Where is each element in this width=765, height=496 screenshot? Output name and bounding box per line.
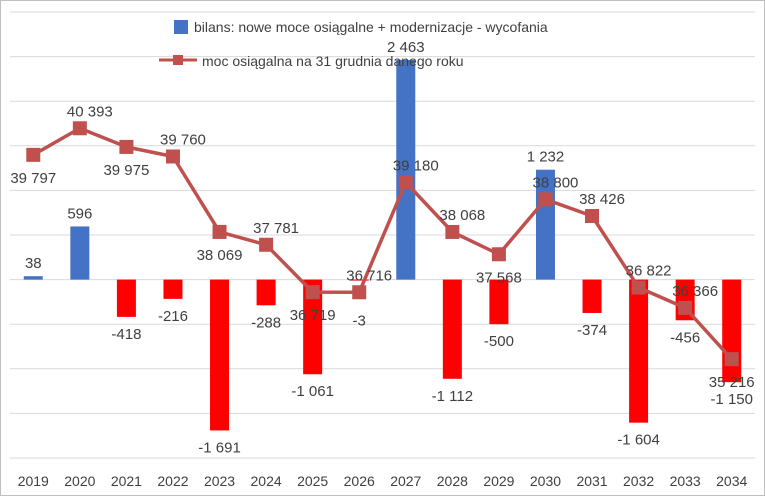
bar-data-label: -418 [111,326,141,343]
bar-data-label: -1 691 [198,439,241,456]
bar [582,279,602,313]
bar [489,279,509,325]
line-marker [678,300,693,315]
line-data-label: 38 426 [579,191,625,208]
line-marker [631,280,646,295]
line-marker [585,209,600,224]
line-marker [259,237,274,252]
bar [349,279,369,281]
x-tick-label: 2031 [576,473,607,489]
line-marker [26,147,41,162]
line-data-label: 38 068 [439,207,485,224]
bar [23,276,43,280]
x-tick-label: 2028 [437,473,468,489]
bar [722,279,742,383]
line-data-label: 36 366 [672,283,718,300]
line-data-label: 36 719 [290,307,336,324]
line-marker [491,247,506,262]
x-tick-label: 2019 [18,473,49,489]
x-tick-label: 2022 [157,473,188,489]
line-data-label: 35 216 [709,374,755,391]
line-data-label: 40 393 [67,103,113,120]
bar [303,279,323,375]
bar-data-label: 2 463 [387,39,425,56]
x-tick-label: 2026 [344,473,375,489]
x-tick-label: 2025 [297,473,328,489]
legend-line-marker [173,55,183,65]
bar [116,279,136,317]
line-data-label: 39 975 [103,162,149,179]
line-marker [212,224,227,239]
legend-bar-swatch [174,20,188,34]
x-tick-label: 2024 [251,473,282,489]
x-tick-label: 2034 [716,473,747,489]
bar-data-label: -3 [353,313,366,330]
line-marker [305,285,320,300]
bar-data-label: -1 112 [432,388,473,405]
line-marker [538,192,553,207]
line-data-label: 38 800 [533,174,579,191]
bar-data-label: -1 604 [617,432,660,449]
line-data-label: 39 797 [10,170,56,187]
line-data-labels: 39 797 40 393 39 975 39 760 38 069 37 781 36 7… [10,103,754,391]
bar-series [23,59,742,431]
x-tick-label: 2032 [623,473,654,489]
x-tick-label: 2033 [670,473,701,489]
bar [256,279,276,306]
bar-data-label: -216 [158,308,188,325]
bar [70,226,90,280]
line-data-label: 37 568 [476,269,522,286]
legend: bilans: nowe moce osiągalne + modernizac… [159,19,548,69]
x-tick-label: 2023 [204,473,235,489]
line-marker [165,149,180,164]
line-marker [724,352,739,367]
x-tick-label: 2020 [64,473,95,489]
x-axis-tick-labels: 2019 2020 2021 2022 2023 2024 2025 2026 2027 2028… [18,473,748,489]
line-marker [398,175,413,190]
legend-line-label: moc osiągalna na 31 grudnia danego roku [202,53,464,69]
line-data-label: 38 069 [197,247,243,264]
bar-data-label: -456 [670,329,700,346]
bar-data-label: -374 [577,322,607,339]
bar [396,59,416,280]
bar [442,279,462,379]
line-data-label: 37 781 [253,220,299,237]
x-tick-label: 2029 [483,473,514,489]
line-marker [352,285,367,300]
line-data-label: 39 760 [160,132,206,149]
bar-data-label: -1 061 [291,383,334,400]
legend-bar-label: bilans: nowe moce osiągalne + modernizac… [194,19,548,35]
bar-data-label: -288 [251,314,281,331]
line-data-label: 39 180 [393,157,439,174]
line-path [32,126,734,361]
bar-data-label: -500 [484,333,514,350]
x-tick-label: 2027 [390,473,421,489]
line-data-label: 36 716 [346,267,392,284]
bar-data-label: 1 232 [527,149,565,166]
bar [629,279,649,423]
bar-data-label: -1 150 [710,391,753,408]
line-marker [72,121,87,136]
x-tick-label: 2030 [530,473,561,489]
bar [210,279,230,431]
bar-data-label: 38 [25,255,42,272]
line-marker [119,139,134,154]
line-marker [445,224,460,239]
line-series [26,121,739,367]
bar-data-label: 596 [67,205,92,222]
line-data-label: 36 822 [626,263,672,280]
bar [163,279,183,299]
x-tick-label: 2021 [111,473,142,489]
bar-data-labels: 38 596 -418 -216 -1 691 -288 -1 061 -3 2 463 -1 1… [25,39,753,457]
